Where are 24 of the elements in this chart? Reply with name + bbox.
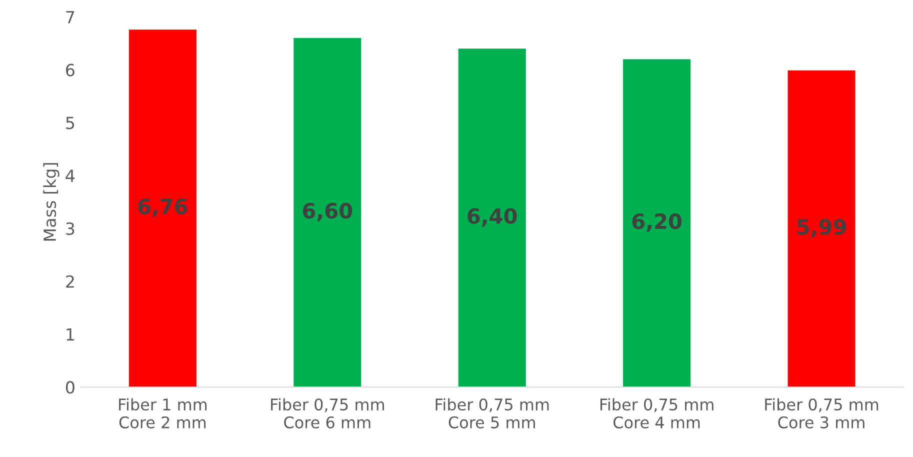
bar: [128, 30, 196, 388]
data-label: 6,76: [138, 198, 188, 218]
y-tick-label: 0: [66, 381, 74, 394]
bar: [623, 59, 691, 388]
data-label: 6,60: [302, 202, 352, 222]
y-tick-label: 5: [66, 116, 74, 130]
y-tick-label: 4: [66, 170, 75, 182]
y-tick-label: 6: [66, 64, 74, 76]
bar: [294, 38, 362, 388]
y-tick-label: 2: [66, 275, 74, 288]
data-label: 5,99: [797, 219, 846, 238]
x-tick-label: Fiber 0,75 mm Core 6 mm: [271, 398, 384, 428]
y-axis-title: Mass [kg]: [43, 163, 60, 241]
x-tick-label: Fiber 0,75 mm Core 5 mm: [436, 398, 549, 428]
y-tick-label: 7: [66, 11, 74, 24]
x-tick-label: Fiber 1 mm Core 2 mm: [119, 398, 207, 428]
x-tick-label: Fiber 0,75 mm Core 4 mm: [600, 398, 714, 428]
x-tick-label: Fiber 0,75 mm Core 3 mm: [765, 398, 878, 428]
data-label: 6,20: [632, 213, 682, 232]
bar: [458, 48, 526, 388]
bar: [788, 70, 856, 388]
y-tick-label: 1: [66, 328, 74, 341]
y-tick-label: 3: [66, 222, 74, 236]
data-label: 6,40: [468, 208, 517, 227]
